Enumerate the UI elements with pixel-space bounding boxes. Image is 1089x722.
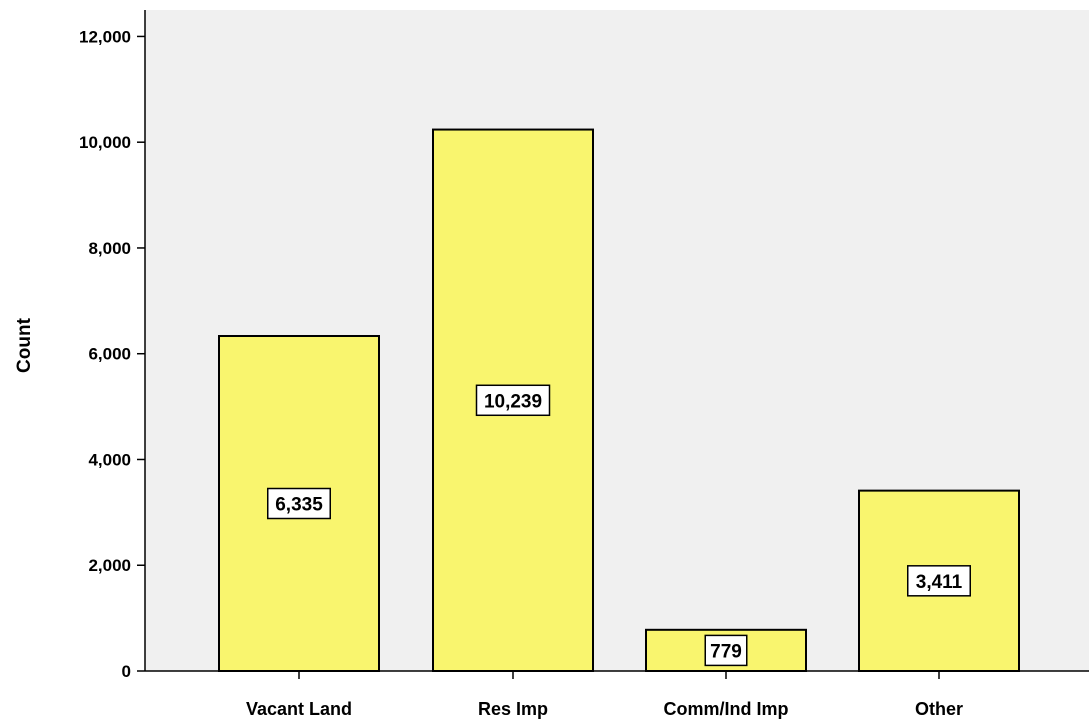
data-label: 10,239 (484, 391, 542, 412)
y-axis: 0 2,000 4,000 6,000 8,000 10,000 12,000 (79, 10, 146, 681)
y-tick-label: 12,000 (79, 27, 131, 46)
x-axis: Vacant Land Res Imp Comm/Ind Imp Other (145, 670, 1089, 719)
y-tick-label: 4,000 (88, 450, 131, 469)
y-tick-label: 8,000 (88, 239, 131, 258)
data-label: 6,335 (275, 495, 323, 516)
x-tick-label: Other (915, 699, 963, 719)
y-tick-label: 0 (122, 662, 131, 681)
data-label: 3,411 (916, 572, 963, 593)
y-axis-title: Count (14, 317, 35, 373)
data-label-box (267, 487, 331, 520)
data-labels-group: 6,335 10,239 779 3,411 (267, 384, 971, 667)
x-tick-label: Comm/Ind Imp (664, 699, 789, 719)
data-label-box (704, 634, 748, 667)
y-tick-label: 6,000 (88, 345, 131, 364)
x-tick-label: Vacant Land (246, 699, 352, 719)
y-tick-label: 10,000 (79, 133, 131, 152)
data-label: 779 (710, 641, 742, 662)
data-label-box (907, 565, 971, 597)
data-label-box (475, 384, 551, 417)
x-tick-label: Res Imp (478, 699, 548, 719)
y-tick-label: 2,000 (88, 556, 131, 575)
